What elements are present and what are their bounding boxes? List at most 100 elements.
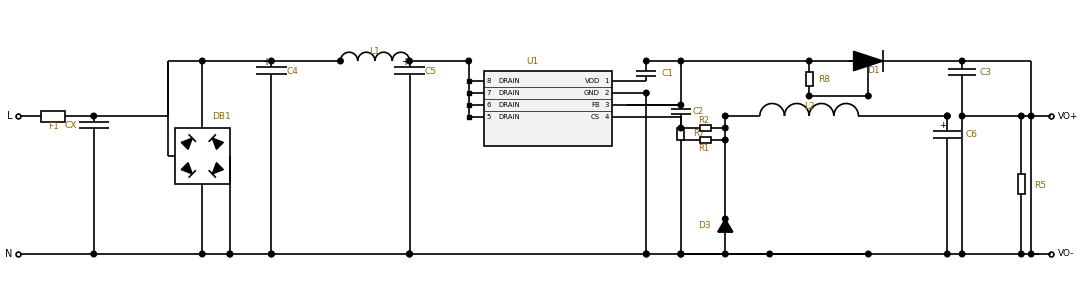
Circle shape [644, 58, 649, 64]
Bar [700, 125, 712, 131]
Circle shape [91, 113, 96, 119]
Circle shape [200, 251, 205, 257]
Circle shape [227, 251, 232, 257]
Text: C3: C3 [980, 67, 991, 76]
Text: D1: D1 [867, 65, 879, 74]
Text: L: L [8, 111, 13, 121]
Bar [700, 137, 712, 143]
Text: C1: C1 [661, 69, 673, 78]
Circle shape [338, 58, 343, 64]
Circle shape [269, 251, 274, 257]
Circle shape [1018, 251, 1024, 257]
Bar [806, 72, 812, 86]
Circle shape [465, 58, 472, 64]
Polygon shape [718, 219, 733, 232]
Text: VDD: VDD [584, 78, 600, 84]
Circle shape [644, 251, 649, 257]
Circle shape [269, 251, 274, 257]
Polygon shape [213, 138, 224, 149]
Circle shape [945, 113, 950, 119]
Bar [484, 71, 611, 146]
Circle shape [723, 137, 728, 143]
Text: L2: L2 [804, 102, 814, 110]
Text: 8: 8 [486, 78, 491, 84]
Circle shape [807, 58, 812, 64]
Text: DB1: DB1 [212, 112, 231, 120]
Text: CX: CX [65, 120, 77, 130]
Bar [677, 128, 685, 140]
Circle shape [865, 251, 872, 257]
Circle shape [678, 58, 684, 64]
Circle shape [91, 251, 96, 257]
Circle shape [807, 93, 812, 99]
Circle shape [723, 216, 728, 222]
Text: C6: C6 [966, 130, 977, 139]
Circle shape [407, 58, 413, 64]
Circle shape [959, 58, 964, 64]
Text: DRAIN: DRAIN [498, 90, 521, 96]
Text: R7: R7 [692, 129, 704, 138]
Circle shape [945, 251, 950, 257]
Text: 7: 7 [486, 90, 491, 96]
Circle shape [1018, 113, 1024, 119]
Text: R2: R2 [698, 116, 710, 124]
Text: DRAIN: DRAIN [498, 78, 521, 84]
Text: R5: R5 [1035, 180, 1047, 190]
Circle shape [407, 251, 413, 257]
Circle shape [644, 90, 649, 96]
Bar [1017, 174, 1025, 194]
Circle shape [678, 251, 684, 257]
Text: +: + [262, 57, 270, 67]
Circle shape [959, 251, 964, 257]
Bar [41, 110, 65, 122]
Circle shape [200, 58, 205, 64]
Circle shape [723, 251, 728, 257]
Circle shape [678, 251, 684, 257]
Text: C2: C2 [692, 107, 704, 116]
Bar [175, 128, 230, 184]
Circle shape [723, 113, 728, 119]
Text: GND: GND [584, 90, 600, 96]
Text: +: + [939, 121, 946, 130]
Text: FB: FB [591, 102, 600, 108]
Circle shape [678, 125, 684, 131]
Text: D3: D3 [698, 221, 711, 230]
Circle shape [227, 251, 232, 257]
Text: 6: 6 [486, 102, 491, 108]
Text: 4: 4 [605, 114, 609, 120]
Circle shape [644, 251, 649, 257]
Polygon shape [181, 163, 192, 174]
Circle shape [723, 125, 728, 131]
Text: +: + [401, 57, 408, 67]
Text: C4: C4 [286, 67, 298, 76]
Circle shape [678, 251, 684, 257]
Text: L1: L1 [369, 47, 380, 55]
Polygon shape [853, 51, 883, 71]
Polygon shape [181, 138, 192, 149]
Polygon shape [213, 163, 224, 174]
Text: 3: 3 [605, 102, 609, 108]
Text: R8: R8 [818, 74, 831, 84]
Text: DRAIN: DRAIN [498, 114, 521, 120]
Text: 1: 1 [605, 78, 609, 84]
Circle shape [945, 113, 950, 119]
Circle shape [1028, 113, 1034, 119]
Text: 5: 5 [486, 114, 490, 120]
Circle shape [767, 251, 772, 257]
Circle shape [407, 251, 413, 257]
Text: DRAIN: DRAIN [498, 102, 521, 108]
Circle shape [678, 102, 684, 108]
Circle shape [865, 93, 872, 99]
Text: F1: F1 [48, 122, 58, 130]
Text: VO-: VO- [1057, 249, 1075, 259]
Text: C5: C5 [424, 67, 436, 76]
Circle shape [959, 113, 964, 119]
Circle shape [269, 58, 274, 64]
Text: N: N [5, 249, 13, 259]
Text: VO+: VO+ [1057, 112, 1078, 120]
Text: R1: R1 [698, 144, 710, 152]
Text: U1: U1 [527, 57, 539, 65]
Text: CS: CS [591, 114, 600, 120]
Circle shape [865, 58, 872, 64]
Text: 2: 2 [605, 90, 609, 96]
